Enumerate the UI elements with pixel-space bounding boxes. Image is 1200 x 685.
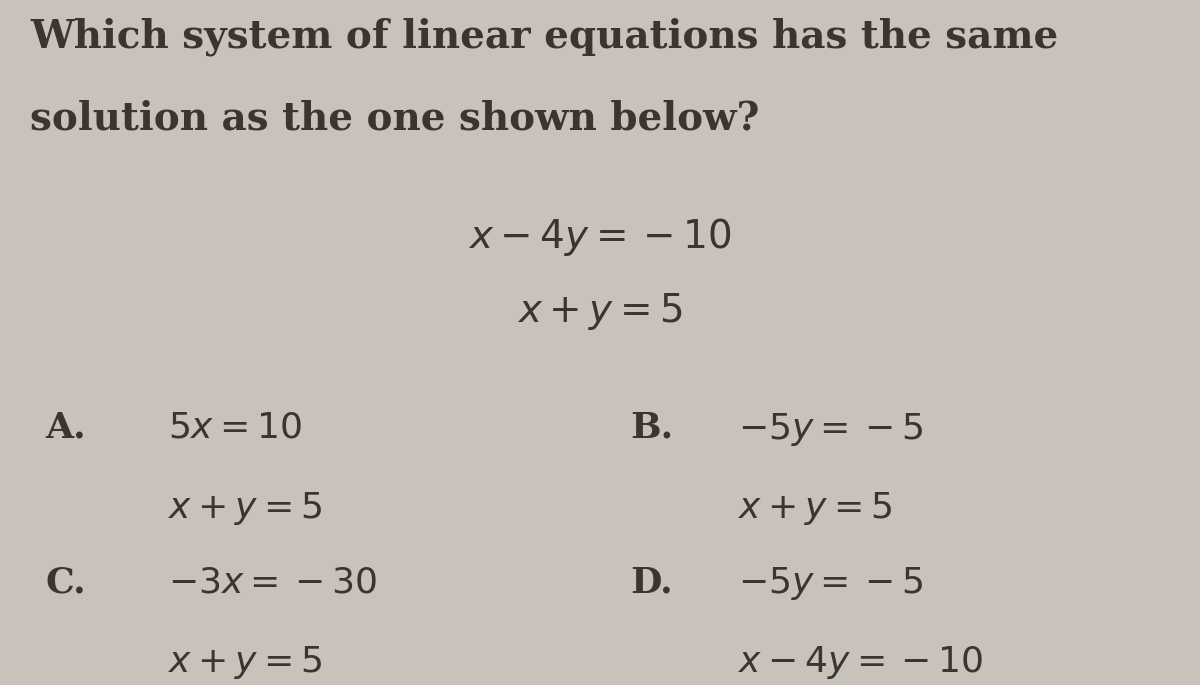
Text: $-3x=-30$: $-3x=-30$: [168, 565, 377, 599]
Text: $x-4y=-10$: $x-4y=-10$: [738, 644, 983, 681]
Text: $x+y=5$: $x+y=5$: [517, 291, 683, 332]
Text: $x+y=5$: $x+y=5$: [168, 490, 323, 527]
Text: $-5y=-5$: $-5y=-5$: [738, 565, 923, 602]
Text: $x+y=5$: $x+y=5$: [168, 644, 323, 681]
Text: solution as the one shown below?: solution as the one shown below?: [30, 99, 760, 137]
Text: B.: B.: [630, 411, 673, 445]
Text: D.: D.: [630, 565, 673, 599]
Text: A.: A.: [46, 411, 86, 445]
Text: Which system of linear equations has the same: Which system of linear equations has the…: [30, 17, 1058, 55]
Text: $5x=10$: $5x=10$: [168, 411, 302, 445]
Text: C.: C.: [46, 565, 86, 599]
Text: $x-4y=-10$: $x-4y=-10$: [468, 216, 732, 258]
Text: $-5y=-5$: $-5y=-5$: [738, 411, 923, 448]
Text: $x+y=5$: $x+y=5$: [738, 490, 893, 527]
